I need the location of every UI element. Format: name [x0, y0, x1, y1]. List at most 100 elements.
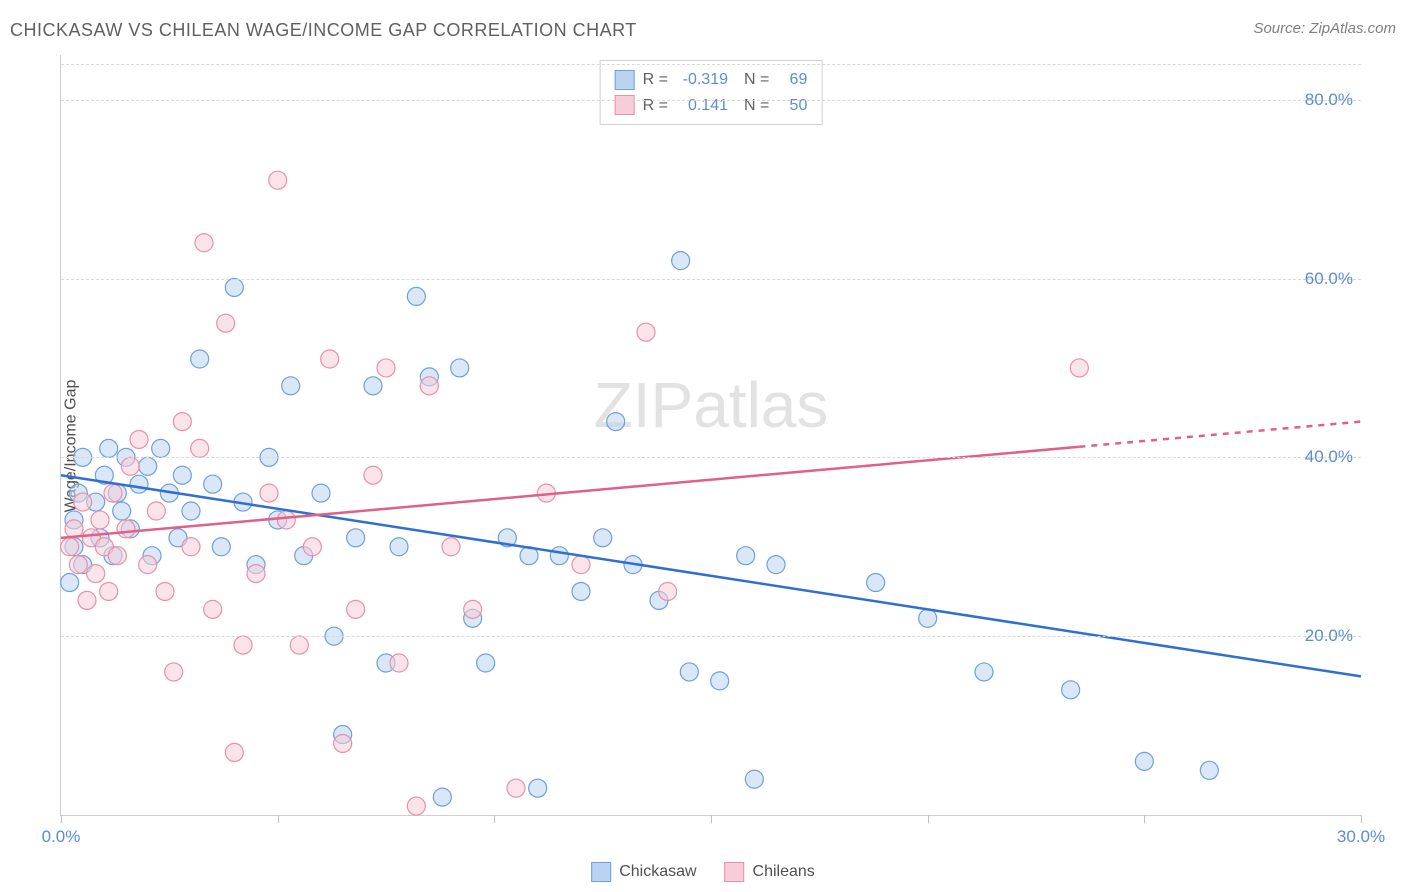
stat-n-value: 69	[777, 67, 807, 93]
data-point	[173, 413, 191, 431]
data-point	[69, 556, 87, 574]
data-point	[737, 547, 755, 565]
stat-n-label: N =	[744, 93, 769, 119]
scatter-svg	[61, 55, 1361, 815]
data-point	[130, 430, 148, 448]
x-tick	[1361, 815, 1362, 823]
x-tick-label: 30.0%	[1337, 827, 1385, 847]
x-tick	[278, 815, 279, 823]
data-point	[78, 591, 96, 609]
data-point	[87, 565, 105, 583]
data-point	[507, 779, 525, 797]
chart-header: CHICKASAW VS CHILEAN WAGE/INCOME GAP COR…	[10, 20, 1396, 41]
data-point	[390, 538, 408, 556]
source-attribution: Source: ZipAtlas.com	[1253, 20, 1396, 37]
data-point	[61, 574, 79, 592]
data-point	[1070, 359, 1088, 377]
data-point	[100, 439, 118, 457]
data-point	[100, 582, 118, 600]
legend-swatch	[615, 95, 635, 115]
data-point	[975, 663, 993, 681]
data-point	[451, 359, 469, 377]
gridline	[61, 64, 1361, 65]
data-point	[364, 466, 382, 484]
chart-title: CHICKASAW VS CHILEAN WAGE/INCOME GAP COR…	[10, 20, 637, 41]
data-point	[672, 252, 690, 270]
data-point	[139, 457, 157, 475]
legend-item: Chickasaw	[591, 862, 696, 882]
data-point	[442, 538, 460, 556]
data-point	[260, 484, 278, 502]
data-point	[113, 502, 131, 520]
legend-swatch	[725, 862, 745, 882]
data-point	[117, 520, 135, 538]
data-point	[182, 538, 200, 556]
data-point	[217, 314, 235, 332]
data-point	[234, 636, 252, 654]
stat-n-value: 50	[777, 93, 807, 119]
data-point	[1135, 752, 1153, 770]
y-tick-label: 20.0%	[1305, 626, 1353, 646]
legend-item: Chileans	[725, 862, 815, 882]
x-tick	[711, 815, 712, 823]
legend-swatch	[615, 70, 635, 90]
stat-r-label: R =	[643, 93, 668, 119]
data-point	[61, 538, 79, 556]
data-point	[1062, 681, 1080, 699]
data-point	[745, 770, 763, 788]
data-point	[364, 377, 382, 395]
data-point	[919, 609, 937, 627]
data-point	[282, 377, 300, 395]
data-point	[321, 350, 339, 368]
data-point	[312, 484, 330, 502]
data-point	[1200, 761, 1218, 779]
data-point	[191, 350, 209, 368]
x-tick	[928, 815, 929, 823]
data-point	[156, 582, 174, 600]
data-point	[195, 234, 213, 252]
data-point	[121, 457, 139, 475]
data-point	[303, 538, 321, 556]
data-point	[204, 600, 222, 618]
data-point	[550, 547, 568, 565]
x-tick	[494, 815, 495, 823]
x-tick	[1144, 815, 1145, 823]
data-point	[277, 511, 295, 529]
gridline	[61, 457, 1361, 458]
data-point	[767, 556, 785, 574]
x-tick	[61, 815, 62, 823]
data-point	[165, 663, 183, 681]
gridline	[61, 279, 1361, 280]
gridline	[61, 100, 1361, 101]
legend-label: Chickasaw	[619, 863, 696, 881]
data-point	[269, 171, 287, 189]
data-point	[594, 529, 612, 547]
stat-r-value: 0.141	[676, 93, 728, 119]
data-point	[572, 582, 590, 600]
y-tick-label: 60.0%	[1305, 269, 1353, 289]
chart-plot-area: ZIPatlas R =-0.319N =69R =0.141N =50 20.…	[60, 55, 1361, 816]
stat-row: R =-0.319N =69	[615, 67, 808, 93]
gridline	[61, 636, 1361, 637]
data-point	[464, 600, 482, 618]
data-point	[191, 439, 209, 457]
trend-line-extrapolated	[1079, 422, 1361, 447]
data-point	[607, 413, 625, 431]
stat-r-label: R =	[643, 67, 668, 93]
data-point	[477, 654, 495, 672]
data-point	[204, 475, 222, 493]
y-tick-label: 40.0%	[1305, 447, 1353, 467]
data-point	[225, 278, 243, 296]
data-point	[433, 788, 451, 806]
y-tick-label: 80.0%	[1305, 90, 1353, 110]
data-point	[347, 529, 365, 547]
data-point	[529, 779, 547, 797]
data-point	[152, 439, 170, 457]
legend-label: Chileans	[753, 863, 815, 881]
data-point	[108, 547, 126, 565]
data-point	[407, 797, 425, 815]
data-point	[74, 493, 92, 511]
data-point	[182, 502, 200, 520]
legend-bottom: Chickasaw Chileans	[591, 862, 815, 882]
x-tick-label: 0.0%	[42, 827, 81, 847]
